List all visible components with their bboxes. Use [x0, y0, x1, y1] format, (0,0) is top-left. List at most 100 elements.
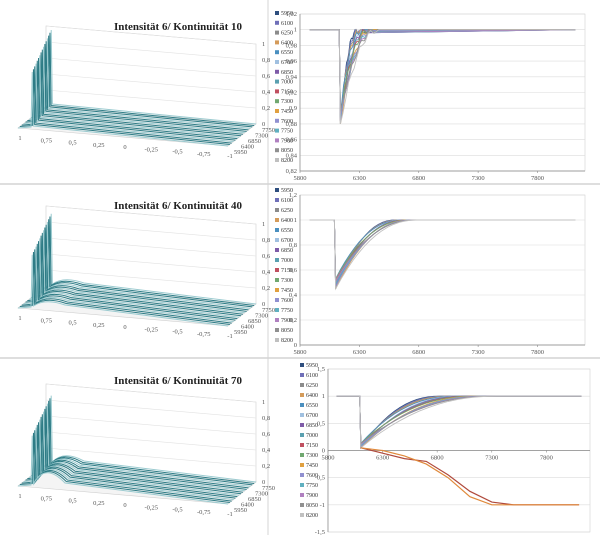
legend-swatch	[275, 338, 279, 342]
legend-swatch	[300, 513, 304, 517]
series-line	[336, 395, 582, 449]
x-tick-label: -0,75	[197, 151, 211, 158]
z-tick-label: 0,4	[262, 89, 271, 96]
legend-label: 8200	[281, 158, 293, 164]
x-tick-label: -0,75	[197, 509, 211, 516]
legend-swatch	[300, 473, 304, 477]
waterfall-ribbon	[31, 235, 242, 317]
legend-label: 6400	[281, 40, 293, 46]
legend-label: 7600	[281, 298, 293, 304]
chart-title: Intensität 6/ Kontinuität 10	[114, 21, 243, 33]
y-tick-label: 0,88	[286, 121, 297, 128]
legend-label: 6400	[306, 393, 318, 399]
chart-title: Intensität 6/ Kontinuität 40	[114, 200, 243, 212]
y-tick-label: -1,5	[315, 529, 325, 535]
legend-swatch	[275, 188, 279, 192]
legend-swatch	[300, 463, 304, 467]
x-tick-label: 0,25	[93, 322, 104, 329]
legend-swatch	[275, 288, 279, 292]
y-tick-label: 0,4	[289, 292, 298, 299]
y-tick-label: 1	[322, 393, 325, 400]
legend-swatch	[275, 208, 279, 212]
legend-label: 6400	[281, 218, 293, 224]
y-tick-label: 1	[294, 217, 297, 224]
waterfall-ribbon	[17, 71, 229, 147]
y-tick-label: 1,5	[317, 366, 325, 373]
x-tick-label: 0,75	[41, 317, 52, 324]
gridline	[45, 221, 257, 241]
panel-1: Intensität 6/ Kontinuität 10 1 0,8 0,6 0,4 0,…	[17, 11, 586, 182]
gridline	[45, 41, 257, 61]
legend-swatch	[275, 308, 279, 312]
depth-tick-label: 5950	[234, 149, 247, 156]
x-tick-label: -0,5	[172, 329, 182, 336]
waterfall-ribbon	[45, 213, 257, 305]
waterfall-ribbon	[40, 403, 251, 487]
legend-swatch	[275, 40, 279, 45]
legend-label: 7000	[281, 80, 293, 86]
legend-swatch	[300, 443, 304, 447]
waterfall-ribbon	[36, 227, 247, 312]
waterfall-ribbon	[32, 232, 243, 315]
gridline	[45, 253, 257, 273]
x-tick-label: -0,25	[144, 326, 158, 333]
y-tick-label: 0,84	[286, 152, 298, 159]
y-tick-label: 0,86	[286, 137, 298, 144]
x-tick-label: 5800	[294, 175, 307, 182]
z-tick-label: 0	[262, 479, 265, 486]
depth-tick-label: 7300	[255, 133, 268, 140]
legend-label: 8050	[281, 148, 293, 154]
x-tick-label: 7300	[485, 455, 498, 462]
x-tick-label: 0,5	[68, 320, 76, 327]
legend-swatch	[300, 413, 304, 417]
legend-swatch	[300, 363, 304, 367]
x-tick-label: 0,75	[41, 495, 52, 502]
waterfall-ribbon	[42, 400, 253, 486]
waterfall-ribbon	[23, 246, 234, 323]
waterfall-ribbon	[27, 241, 238, 320]
z-tick-label: 0,8	[262, 237, 270, 244]
x-tick-label: -0,75	[197, 331, 211, 338]
x-tick-label: -1	[227, 511, 232, 518]
gridline	[45, 25, 257, 45]
legend-label: 7300	[281, 99, 293, 105]
y-tick-label: 0,5	[317, 420, 325, 427]
legend-label: 6850	[306, 423, 318, 429]
z-tick-label: 0,2	[262, 285, 270, 292]
waterfall-ribbon	[45, 395, 257, 483]
legend-label: 7900	[281, 138, 293, 144]
y-tick-label: 1	[294, 27, 297, 34]
y-tick-label: 0,96	[286, 58, 298, 65]
gridline	[45, 383, 257, 403]
legend-label: 7150	[306, 443, 318, 449]
x-tick-label: 0,5	[68, 140, 76, 147]
x-tick-label: 6300	[353, 175, 366, 182]
legend-label: 7750	[306, 483, 318, 489]
gridline	[45, 447, 257, 467]
waterfall-ribbon	[36, 408, 247, 490]
series-line	[309, 29, 576, 112]
legend-label: 7750	[281, 129, 293, 135]
panel-3: Intensität 6/ Kontinuität 70 1 0,8 0,6 0,4 0,…	[17, 363, 591, 535]
x-tick-label: 0	[123, 144, 126, 151]
z-tick-label: 0,4	[262, 447, 271, 454]
waterfall-ribbon	[21, 249, 232, 324]
waterfall-ribbon	[25, 243, 236, 321]
legend-swatch	[275, 118, 279, 123]
z-tick-label: 0,2	[262, 105, 270, 112]
legend-label: 6100	[281, 198, 293, 204]
y-tick-label: 0,94	[286, 74, 298, 81]
depth-tick-label: 6400	[241, 324, 254, 331]
waterfall-ribbon	[40, 221, 251, 309]
z-tick-label: 0,2	[262, 463, 270, 470]
depth-tick-label: 5950	[234, 329, 247, 336]
x-tick-label: 0,75	[41, 137, 52, 144]
x-tick-label: -0,5	[172, 149, 182, 156]
z-tick-label: 0,8	[262, 57, 270, 64]
legend-swatch	[275, 89, 279, 94]
legend-swatch	[300, 433, 304, 437]
legend-swatch	[300, 373, 304, 377]
chart-title: Intensität 6/ Kontinuität 70	[114, 375, 243, 387]
x-tick-label: 5800	[322, 455, 335, 462]
